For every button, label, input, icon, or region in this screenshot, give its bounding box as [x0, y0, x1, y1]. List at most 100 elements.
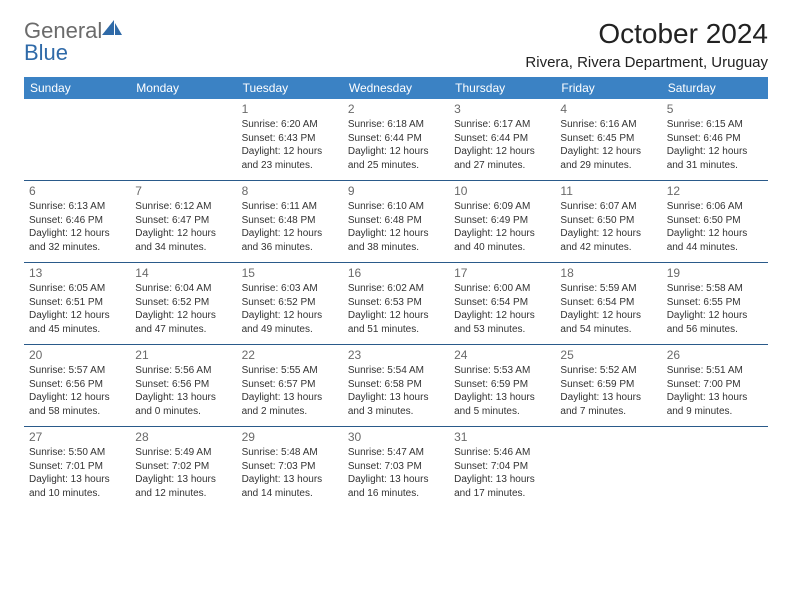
- calendar-day-cell: 20Sunrise: 5:57 AMSunset: 6:56 PMDayligh…: [24, 345, 130, 427]
- sunset-line: Sunset: 6:49 PM: [454, 214, 550, 228]
- day-number: 5: [667, 102, 763, 116]
- sunrise-line: Sunrise: 5:53 AM: [454, 364, 550, 378]
- day-number: 9: [348, 184, 444, 198]
- day-number: 11: [560, 184, 656, 198]
- day-number: 19: [667, 266, 763, 280]
- calendar-day-cell: 24Sunrise: 5:53 AMSunset: 6:59 PMDayligh…: [449, 345, 555, 427]
- header: General Blue October 2024 Rivera, Rivera…: [24, 18, 768, 71]
- day-number: 23: [348, 348, 444, 362]
- daylight-line: Daylight: 13 hours and 2 minutes.: [242, 391, 338, 418]
- sunrise-line: Sunrise: 6:13 AM: [29, 200, 125, 214]
- calendar-empty-cell: [24, 99, 130, 181]
- sunrise-line: Sunrise: 5:48 AM: [242, 446, 338, 460]
- sunset-line: Sunset: 6:56 PM: [135, 378, 231, 392]
- sunset-line: Sunset: 6:57 PM: [242, 378, 338, 392]
- calendar-day-cell: 21Sunrise: 5:56 AMSunset: 6:56 PMDayligh…: [130, 345, 236, 427]
- daylight-line: Daylight: 13 hours and 7 minutes.: [560, 391, 656, 418]
- sunset-line: Sunset: 6:59 PM: [454, 378, 550, 392]
- day-number: 26: [667, 348, 763, 362]
- sunrise-line: Sunrise: 5:46 AM: [454, 446, 550, 460]
- day-number: 30: [348, 430, 444, 444]
- calendar-day-cell: 2Sunrise: 6:18 AMSunset: 6:44 PMDaylight…: [343, 99, 449, 181]
- calendar-day-cell: 14Sunrise: 6:04 AMSunset: 6:52 PMDayligh…: [130, 263, 236, 345]
- calendar-day-cell: 18Sunrise: 5:59 AMSunset: 6:54 PMDayligh…: [555, 263, 661, 345]
- calendar-day-cell: 10Sunrise: 6:09 AMSunset: 6:49 PMDayligh…: [449, 181, 555, 263]
- daylight-line: Daylight: 12 hours and 54 minutes.: [560, 309, 656, 336]
- daylight-line: Daylight: 12 hours and 34 minutes.: [135, 227, 231, 254]
- daylight-line: Daylight: 12 hours and 51 minutes.: [348, 309, 444, 336]
- sunset-line: Sunset: 6:52 PM: [242, 296, 338, 310]
- daylight-line: Daylight: 12 hours and 31 minutes.: [667, 145, 763, 172]
- sunset-line: Sunset: 6:43 PM: [242, 132, 338, 146]
- sunrise-line: Sunrise: 6:03 AM: [242, 282, 338, 296]
- day-number: 25: [560, 348, 656, 362]
- daylight-line: Daylight: 12 hours and 58 minutes.: [29, 391, 125, 418]
- calendar-day-cell: 15Sunrise: 6:03 AMSunset: 6:52 PMDayligh…: [237, 263, 343, 345]
- day-number: 3: [454, 102, 550, 116]
- sunset-line: Sunset: 6:54 PM: [454, 296, 550, 310]
- daylight-line: Daylight: 12 hours and 25 minutes.: [348, 145, 444, 172]
- sunrise-line: Sunrise: 5:59 AM: [560, 282, 656, 296]
- calendar-day-cell: 29Sunrise: 5:48 AMSunset: 7:03 PMDayligh…: [237, 427, 343, 509]
- calendar-day-cell: 19Sunrise: 5:58 AMSunset: 6:55 PMDayligh…: [662, 263, 768, 345]
- day-number: 28: [135, 430, 231, 444]
- calendar-day-cell: 7Sunrise: 6:12 AMSunset: 6:47 PMDaylight…: [130, 181, 236, 263]
- daylight-line: Daylight: 13 hours and 14 minutes.: [242, 473, 338, 500]
- sunset-line: Sunset: 7:02 PM: [135, 460, 231, 474]
- sunrise-line: Sunrise: 6:20 AM: [242, 118, 338, 132]
- sunrise-line: Sunrise: 5:51 AM: [667, 364, 763, 378]
- day-number: 4: [560, 102, 656, 116]
- day-number: 27: [29, 430, 125, 444]
- daylight-line: Daylight: 12 hours and 56 minutes.: [667, 309, 763, 336]
- sunset-line: Sunset: 6:56 PM: [29, 378, 125, 392]
- sunrise-line: Sunrise: 5:52 AM: [560, 364, 656, 378]
- daylight-line: Daylight: 12 hours and 32 minutes.: [29, 227, 125, 254]
- sunrise-line: Sunrise: 5:49 AM: [135, 446, 231, 460]
- sunset-line: Sunset: 7:01 PM: [29, 460, 125, 474]
- calendar-header-row: SundayMondayTuesdayWednesdayThursdayFrid…: [24, 77, 768, 99]
- sunrise-line: Sunrise: 6:06 AM: [667, 200, 763, 214]
- day-number: 2: [348, 102, 444, 116]
- calendar-day-cell: 22Sunrise: 5:55 AMSunset: 6:57 PMDayligh…: [237, 345, 343, 427]
- sunrise-line: Sunrise: 6:07 AM: [560, 200, 656, 214]
- daylight-line: Daylight: 12 hours and 44 minutes.: [667, 227, 763, 254]
- calendar-day-cell: 16Sunrise: 6:02 AMSunset: 6:53 PMDayligh…: [343, 263, 449, 345]
- calendar-day-cell: 6Sunrise: 6:13 AMSunset: 6:46 PMDaylight…: [24, 181, 130, 263]
- sunrise-line: Sunrise: 6:17 AM: [454, 118, 550, 132]
- sunset-line: Sunset: 6:51 PM: [29, 296, 125, 310]
- day-number: 18: [560, 266, 656, 280]
- day-number: 29: [242, 430, 338, 444]
- brand-logo: General Blue: [24, 18, 124, 64]
- day-number: 1: [242, 102, 338, 116]
- calendar-day-cell: 9Sunrise: 6:10 AMSunset: 6:48 PMDaylight…: [343, 181, 449, 263]
- sunset-line: Sunset: 6:50 PM: [667, 214, 763, 228]
- daylight-line: Daylight: 12 hours and 47 minutes.: [135, 309, 231, 336]
- sunset-line: Sunset: 6:52 PM: [135, 296, 231, 310]
- calendar-day-cell: 25Sunrise: 5:52 AMSunset: 6:59 PMDayligh…: [555, 345, 661, 427]
- sunrise-line: Sunrise: 6:00 AM: [454, 282, 550, 296]
- sunset-line: Sunset: 7:00 PM: [667, 378, 763, 392]
- sunrise-line: Sunrise: 5:47 AM: [348, 446, 444, 460]
- daylight-line: Daylight: 12 hours and 40 minutes.: [454, 227, 550, 254]
- sunrise-line: Sunrise: 6:15 AM: [667, 118, 763, 132]
- sunrise-line: Sunrise: 6:16 AM: [560, 118, 656, 132]
- calendar-day-cell: 3Sunrise: 6:17 AMSunset: 6:44 PMDaylight…: [449, 99, 555, 181]
- day-number: 8: [242, 184, 338, 198]
- calendar-day-cell: 8Sunrise: 6:11 AMSunset: 6:48 PMDaylight…: [237, 181, 343, 263]
- sunrise-line: Sunrise: 6:05 AM: [29, 282, 125, 296]
- day-number: 16: [348, 266, 444, 280]
- daylight-line: Daylight: 13 hours and 5 minutes.: [454, 391, 550, 418]
- sunrise-line: Sunrise: 5:58 AM: [667, 282, 763, 296]
- sunset-line: Sunset: 6:48 PM: [348, 214, 444, 228]
- sunset-line: Sunset: 6:44 PM: [454, 132, 550, 146]
- day-header: Thursday: [449, 77, 555, 99]
- sunrise-line: Sunrise: 6:02 AM: [348, 282, 444, 296]
- day-header: Friday: [555, 77, 661, 99]
- calendar-week-row: 6Sunrise: 6:13 AMSunset: 6:46 PMDaylight…: [24, 181, 768, 263]
- sunset-line: Sunset: 6:47 PM: [135, 214, 231, 228]
- day-number: 17: [454, 266, 550, 280]
- sunset-line: Sunset: 7:03 PM: [348, 460, 444, 474]
- day-number: 10: [454, 184, 550, 198]
- sunrise-line: Sunrise: 6:12 AM: [135, 200, 231, 214]
- daylight-line: Daylight: 13 hours and 17 minutes.: [454, 473, 550, 500]
